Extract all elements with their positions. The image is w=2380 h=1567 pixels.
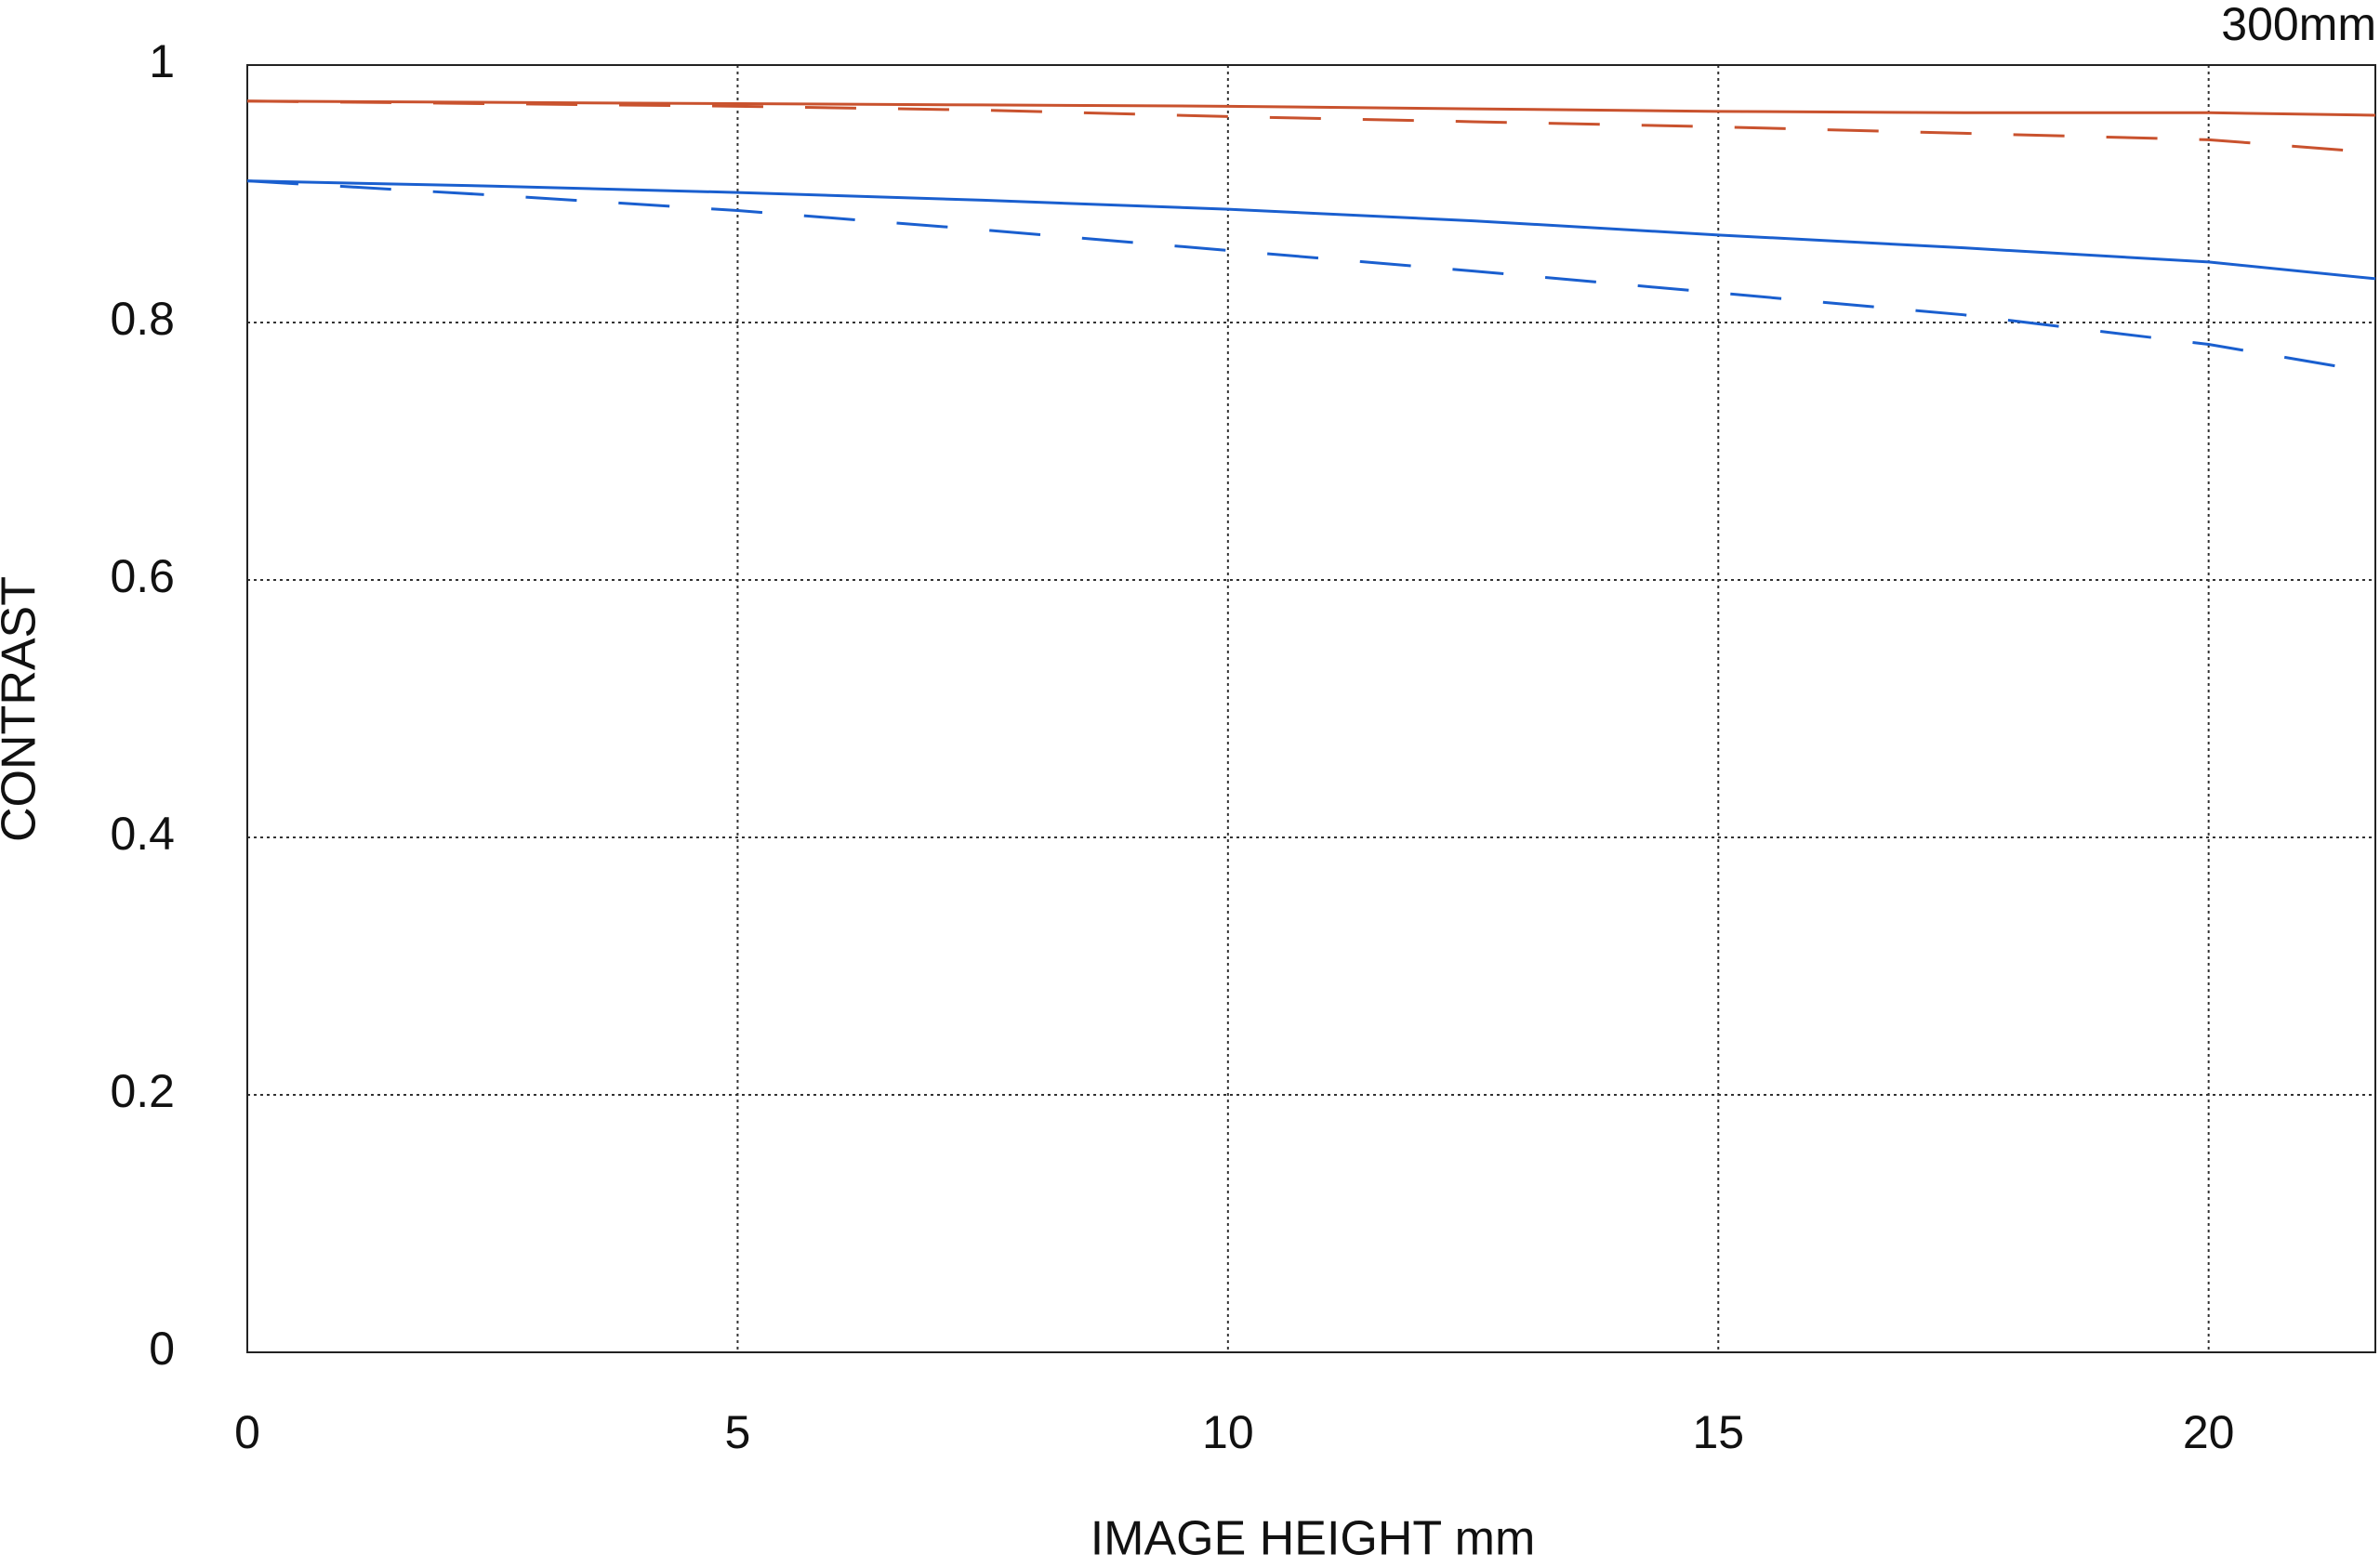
annotation: 300mm (2221, 0, 2376, 50)
y-tick-label: 0.8 (110, 293, 175, 345)
series-line (246, 99, 2376, 154)
x-tick-label: 5 (725, 1406, 751, 1458)
y-tick-label: 0.4 (110, 808, 175, 860)
x-tick-label: 20 (2183, 1406, 2235, 1458)
series-line (246, 99, 2376, 117)
x-tick-label: 10 (1202, 1406, 1254, 1458)
y-tick-label: 1 (149, 35, 175, 87)
series-line (246, 179, 2376, 375)
y-tick-label: 0.6 (110, 550, 175, 602)
x-axis-title: IMAGE HEIGHT mm (1091, 1512, 1536, 1562)
x-tick-label: 0 (234, 1406, 260, 1458)
series-line (246, 179, 2376, 281)
y-tick-label: 0.2 (110, 1065, 175, 1117)
y-tick-label: 0 (149, 1323, 175, 1375)
plot-frame (246, 64, 2376, 1353)
x-tick-label: 15 (1692, 1406, 1744, 1458)
y-axis-title: CONTRAST (0, 576, 46, 842)
